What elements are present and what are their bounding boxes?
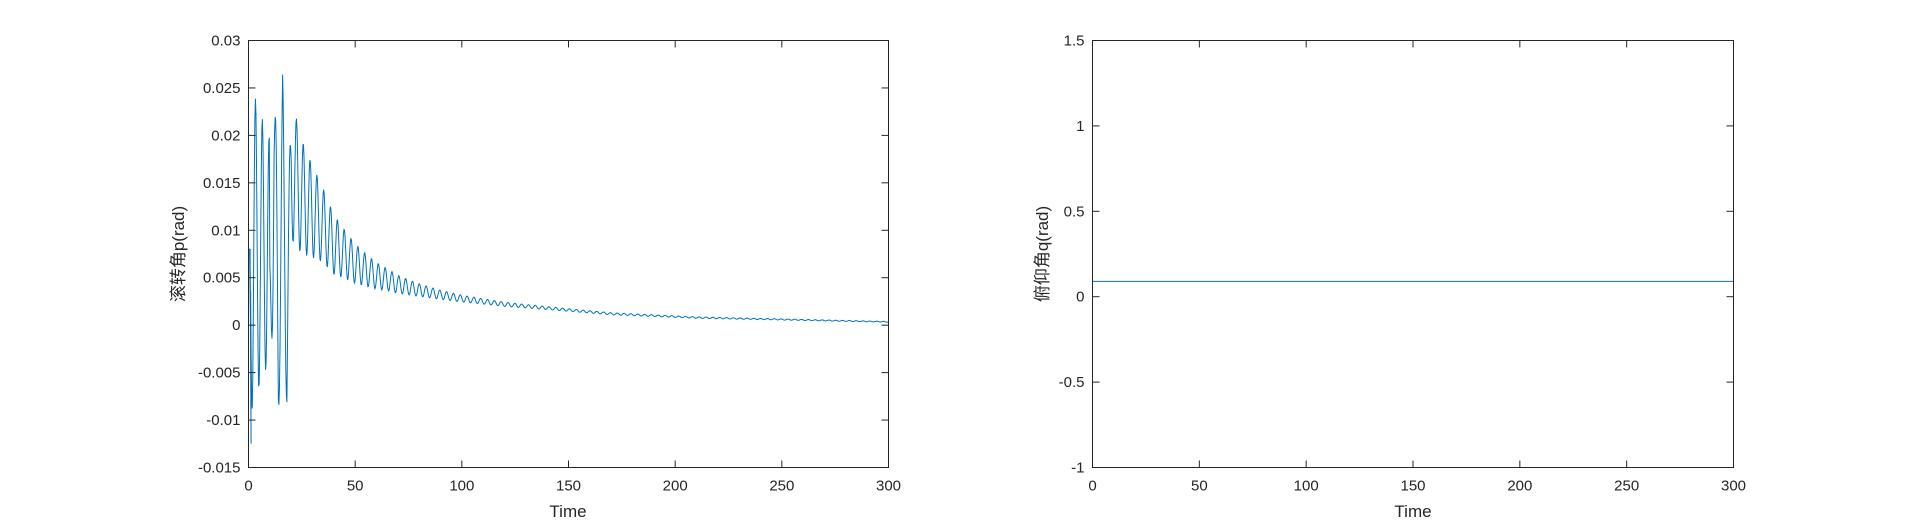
y-tick-label: 1.5 (1064, 33, 1085, 50)
y-tick-label: 0.03 (211, 33, 240, 50)
y-tick-label: 0.5 (1064, 203, 1085, 220)
y-tick-label: 0 (232, 317, 240, 334)
y-tick-label: 0.025 (203, 80, 241, 97)
x-tick-label: 200 (663, 478, 688, 495)
ticks-layer: 0 50 100 150 200 250 300 -0.015 -0.01 -0.005 0 0.00… (198, 33, 901, 495)
x-tick-label: 0 (244, 478, 252, 495)
chart-pitch-angle: 0 50 100 150 200 250 300 -1 -0.5 0 0.5 1 1.5 Time 俯仰… (1033, 33, 1746, 522)
x-tick-label: 0 (1088, 478, 1096, 495)
y-tick-label: -0.005 (198, 365, 241, 382)
y-tick-label: 0.015 (203, 175, 241, 192)
series-line (248, 74, 889, 444)
x-axis-label: Time (1394, 502, 1431, 521)
ticks-layer: 0 50 100 150 200 250 300 -1 -0.5 0 0.5 1 1.5 (1059, 33, 1746, 495)
y-tick-label: 0.005 (203, 270, 241, 287)
x-tick-label: 300 (876, 478, 901, 495)
x-tick-label: 100 (449, 478, 474, 495)
y-tick-label: 0.02 (211, 127, 240, 144)
series-layer (248, 74, 889, 444)
y-tick-label: -0.015 (198, 460, 241, 477)
x-tick-label: 50 (1191, 478, 1208, 495)
y-tick-label: 0 (1076, 289, 1084, 306)
x-tick-label: 250 (1614, 478, 1639, 495)
y-tick-label: 1 (1076, 118, 1084, 135)
x-tick-label: 250 (769, 478, 794, 495)
x-tick-label: 100 (1294, 478, 1319, 495)
y-tick-label: -0.5 (1059, 374, 1085, 391)
x-tick-label: 200 (1507, 478, 1532, 495)
x-axis-label: Time (549, 502, 586, 521)
y-axis-label: 俯仰角q(rad) (1033, 206, 1052, 302)
y-tick-label: 0.01 (211, 222, 240, 239)
y-tick-label: -0.01 (206, 412, 240, 429)
x-tick-label: 300 (1721, 478, 1746, 495)
x-tick-label: 150 (556, 478, 581, 495)
y-axis-label: 滚转角p(rad) (169, 206, 188, 302)
chart-roll-angle: 0 50 100 150 200 250 300 -0.015 -0.01 -0.005 0 0.00… (169, 33, 901, 522)
x-tick-label: 150 (1400, 478, 1425, 495)
x-tick-label: 50 (347, 478, 364, 495)
y-tick-label: -1 (1071, 460, 1084, 477)
